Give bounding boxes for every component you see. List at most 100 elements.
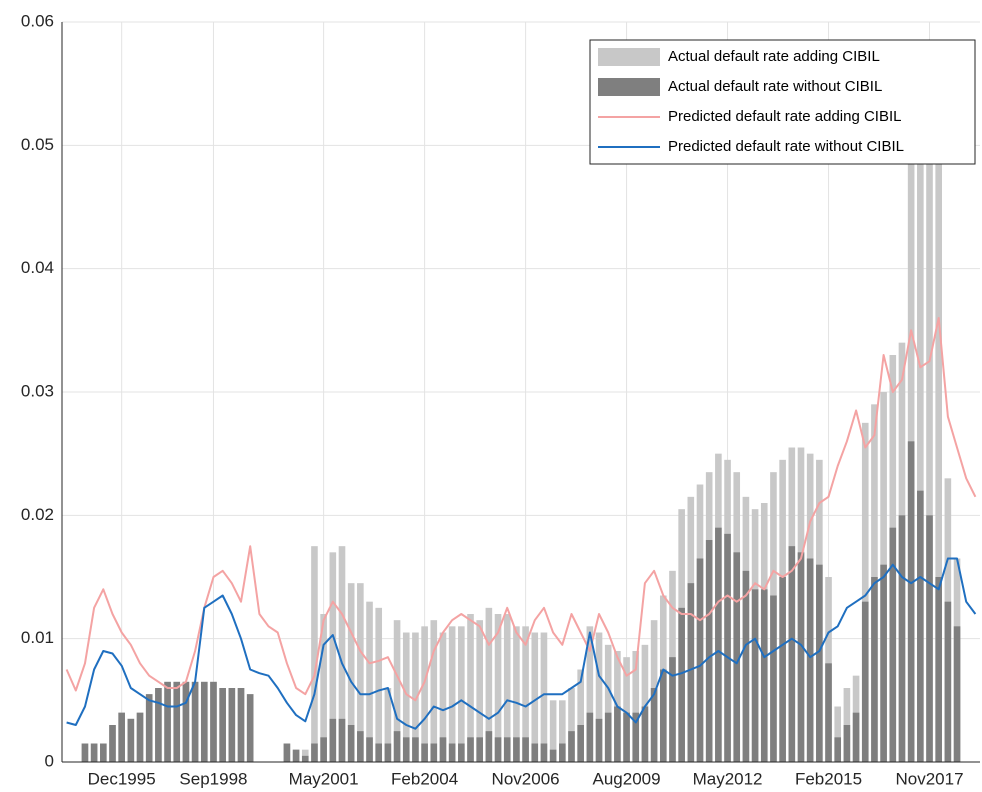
bar (861, 422, 869, 762)
legend-label: Actual default rate adding CIBIL (668, 48, 880, 65)
line (66, 557, 977, 730)
bar (182, 681, 190, 762)
bar (283, 743, 291, 762)
bar (632, 651, 640, 762)
bar (595, 718, 603, 762)
bar (366, 601, 373, 762)
bar (751, 589, 759, 762)
bar (623, 712, 630, 762)
x-tick-label: Nov2017 (895, 769, 963, 788)
bar (513, 737, 520, 762)
bar (375, 607, 383, 762)
bar (320, 614, 327, 762)
bar (852, 712, 860, 762)
bar (485, 607, 493, 762)
bar (724, 533, 731, 762)
x-tick-label: May2001 (289, 769, 359, 788)
bar (604, 644, 612, 762)
bar (632, 712, 640, 762)
bar (366, 737, 373, 762)
bar (494, 614, 502, 762)
bar (402, 737, 410, 762)
legend-label: Actual default rate without CIBIL (668, 78, 882, 95)
bar (531, 743, 539, 762)
legend-label: Predicted default rate adding CIBIL (668, 108, 901, 125)
bar (604, 712, 612, 762)
bar (926, 515, 933, 762)
bar (118, 712, 125, 762)
bar (421, 626, 428, 762)
bar (439, 737, 447, 762)
bar (678, 607, 685, 762)
legend-label: Predicted default rate without CIBIL (668, 138, 904, 155)
bar (81, 743, 89, 762)
y-tick-label: 0.03 (21, 381, 54, 400)
bar (485, 731, 493, 762)
bar (467, 614, 474, 762)
bar (595, 632, 603, 762)
bar (173, 681, 181, 762)
bar (935, 577, 942, 762)
bar (861, 601, 869, 762)
bar (917, 46, 924, 762)
bar (448, 743, 456, 762)
bar (200, 681, 208, 762)
x-tick-label: Feb2015 (795, 769, 862, 788)
y-tick-label: 0 (45, 751, 54, 770)
bar (357, 731, 364, 762)
x-tick-label: Nov2006 (492, 769, 560, 788)
bar (127, 718, 135, 762)
bar (540, 743, 548, 762)
bar (797, 552, 805, 762)
x-tick-label: Feb2004 (391, 769, 458, 788)
bar (375, 743, 383, 762)
bar (641, 644, 649, 762)
bar (742, 570, 750, 762)
bar (577, 725, 584, 762)
y-tick-label: 0.06 (21, 11, 54, 30)
bar (568, 731, 575, 762)
bar (384, 688, 392, 762)
bar (788, 546, 796, 762)
bar (513, 626, 520, 762)
bar (549, 749, 557, 762)
bar (311, 546, 318, 762)
bar (347, 583, 355, 762)
bar (100, 743, 107, 762)
bar (246, 694, 254, 762)
bar (944, 601, 952, 762)
bar (164, 681, 171, 762)
bar (650, 688, 658, 762)
bar (586, 712, 594, 762)
bar (393, 620, 401, 762)
legend-swatch (598, 78, 660, 96)
bar (577, 669, 584, 762)
bar (825, 663, 832, 762)
bar (779, 577, 786, 762)
bar (898, 515, 906, 762)
bar (301, 755, 309, 762)
bar (430, 620, 438, 762)
y-tick-label: 0.01 (21, 628, 54, 647)
x-tick-label: Sep1998 (179, 769, 247, 788)
bar (522, 737, 529, 762)
bar (935, 157, 942, 762)
bar (503, 614, 511, 762)
bar (219, 688, 226, 762)
bar (549, 700, 557, 762)
bar (917, 490, 924, 762)
bar (329, 552, 337, 762)
bar (705, 540, 713, 762)
bar (292, 749, 300, 762)
bar (522, 626, 529, 762)
bar (871, 577, 878, 762)
bar (210, 681, 217, 762)
x-tick-label: Aug2009 (593, 769, 661, 788)
bar (641, 706, 649, 762)
bar (430, 743, 438, 762)
bar (559, 743, 566, 762)
bar (109, 725, 116, 762)
legend-swatch (598, 48, 660, 66)
bar (384, 743, 392, 762)
